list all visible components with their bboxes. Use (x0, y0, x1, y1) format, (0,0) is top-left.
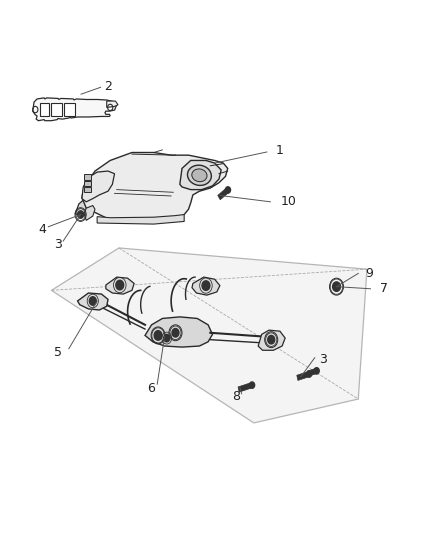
Ellipse shape (187, 165, 212, 185)
Polygon shape (107, 101, 118, 108)
Text: 5: 5 (54, 346, 62, 359)
Polygon shape (78, 293, 108, 310)
Polygon shape (84, 206, 95, 220)
Polygon shape (82, 152, 228, 222)
Text: 7: 7 (379, 282, 388, 295)
Ellipse shape (192, 169, 207, 182)
Circle shape (78, 211, 84, 218)
Circle shape (249, 382, 254, 389)
Text: 1: 1 (276, 144, 284, 157)
Polygon shape (218, 188, 229, 200)
Polygon shape (51, 103, 62, 116)
Text: 3: 3 (54, 238, 62, 251)
Circle shape (314, 368, 319, 374)
Polygon shape (84, 187, 91, 192)
Circle shape (225, 187, 230, 193)
Polygon shape (40, 103, 49, 116)
Circle shape (202, 281, 210, 290)
Circle shape (154, 330, 162, 340)
Polygon shape (33, 98, 117, 120)
Polygon shape (64, 103, 75, 116)
Text: 9: 9 (365, 267, 373, 280)
Polygon shape (307, 368, 317, 376)
Circle shape (89, 297, 96, 305)
Circle shape (164, 334, 170, 342)
Circle shape (268, 335, 275, 344)
Circle shape (307, 371, 312, 377)
Polygon shape (180, 160, 221, 190)
Text: 8: 8 (233, 390, 240, 403)
Text: 6: 6 (148, 382, 155, 395)
Text: 2: 2 (104, 80, 112, 93)
Circle shape (332, 282, 340, 292)
Polygon shape (84, 181, 91, 186)
Polygon shape (106, 277, 134, 294)
Text: 3: 3 (319, 353, 327, 366)
Polygon shape (75, 199, 91, 216)
Polygon shape (258, 330, 285, 350)
Polygon shape (51, 248, 367, 423)
Polygon shape (145, 317, 212, 347)
Text: 4: 4 (38, 223, 46, 236)
Polygon shape (297, 372, 310, 381)
Polygon shape (84, 174, 91, 180)
Polygon shape (192, 277, 220, 295)
Polygon shape (238, 383, 253, 392)
Polygon shape (82, 171, 115, 202)
Polygon shape (97, 215, 184, 224)
Circle shape (116, 280, 124, 290)
Text: 10: 10 (281, 195, 297, 208)
Circle shape (172, 328, 179, 337)
